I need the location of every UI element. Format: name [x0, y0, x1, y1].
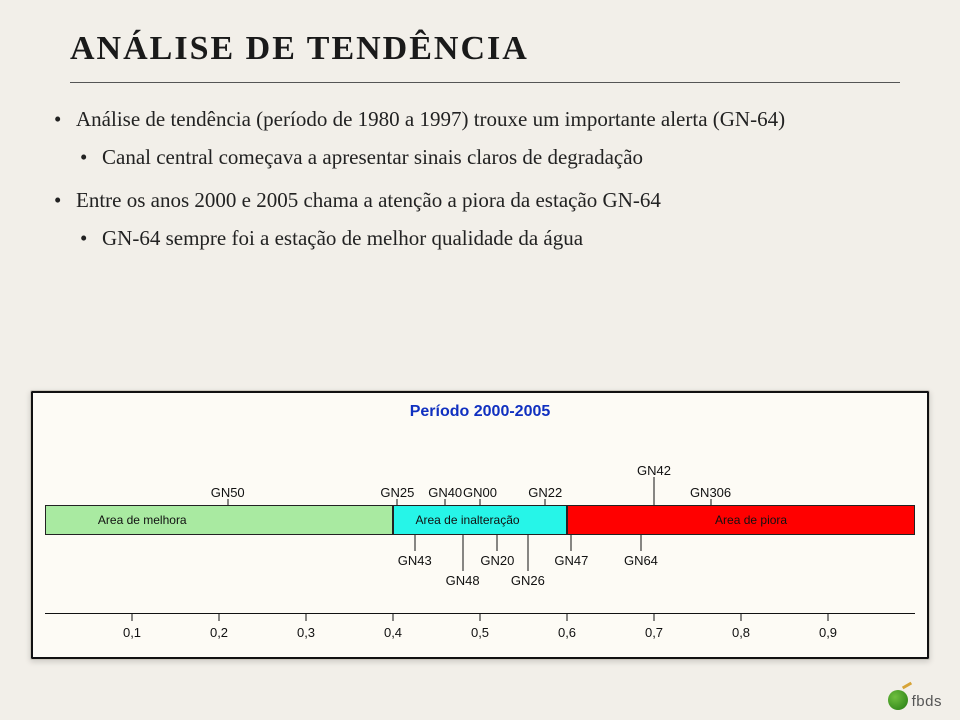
band-row: Area de melhora Area de inalteração Area d…	[45, 505, 915, 535]
bullet-list: Análise de tendência (período de 1980 a …	[50, 105, 920, 252]
station-bottom-label: GN43	[398, 553, 432, 568]
station-bottom-tick	[462, 535, 463, 571]
station-bottom-label: GN47	[554, 553, 588, 568]
axis-label: 0,9	[819, 625, 837, 640]
station-top-label: GN22	[528, 485, 562, 500]
axis-label: 0,3	[297, 625, 315, 640]
bullet-1-sub-1-text: Canal central começava a apresentar sina…	[102, 145, 643, 169]
axis-tick	[480, 613, 481, 621]
bullet-2-sub-1: GN-64 sempre foi a estação de melhor qua…	[76, 224, 920, 252]
band-segment: Area de inalteração	[393, 505, 567, 535]
axis-label: 0,1	[123, 625, 141, 640]
station-top-label: GN50	[211, 485, 245, 500]
slide: ANÁLISE DE TENDÊNCIA Análise de tendênci…	[0, 0, 960, 720]
axis-tick	[219, 613, 220, 621]
axis-label: 0,8	[732, 625, 750, 640]
station-bottom-label: GN48	[446, 573, 480, 588]
station-top-tick	[480, 499, 481, 505]
station-top-tick	[227, 499, 228, 505]
bullet-2-text: Entre os anos 2000 e 2005 chama a atençã…	[76, 188, 661, 212]
station-bottom-tick	[497, 535, 498, 551]
band-label: Area de inalteração	[416, 513, 520, 527]
station-bottom-tick	[414, 535, 415, 551]
station-top-label: GN25	[380, 485, 414, 500]
band-label: Area de melhora	[98, 513, 187, 527]
station-bottom-label: GN64	[624, 553, 658, 568]
axis-tick	[132, 613, 133, 621]
title-rule	[70, 82, 900, 83]
axis-label: 0,5	[471, 625, 489, 640]
chart-frame: Período 2000-2005 Area de melhoraArea de…	[30, 390, 930, 660]
station-bottom-tick	[527, 535, 528, 571]
axis-tick	[306, 613, 307, 621]
chart-title: Período 2000-2005	[45, 403, 915, 421]
band-segment: Area de melhora	[45, 505, 393, 535]
axis-label: 0,6	[558, 625, 576, 640]
station-bottom-label: GN20	[480, 553, 514, 568]
station-bottom-tick	[640, 535, 641, 551]
footer-logo: fbds	[888, 690, 942, 710]
station-bottom-label: GN26	[511, 573, 545, 588]
bullet-1: Análise de tendência (período de 1980 a …	[50, 105, 920, 172]
bullet-2-sub-1-text: GN-64 sempre foi a estação de melhor qua…	[102, 226, 583, 250]
page-title: ANÁLISE DE TENDÊNCIA	[70, 30, 920, 68]
station-bottom-tick	[571, 535, 572, 551]
bullet-1-sub-1: Canal central começava a apresentar sina…	[76, 143, 920, 171]
station-top-label: GN42	[637, 463, 671, 478]
axis-tick	[654, 613, 655, 621]
station-top-tick	[654, 477, 655, 505]
axis-label: 0,2	[210, 625, 228, 640]
band-label: Area de piora	[715, 513, 787, 527]
bullet-2: Entre os anos 2000 e 2005 chama a atençã…	[50, 186, 920, 253]
station-top-label: GN40	[428, 485, 462, 500]
axis-tick	[828, 613, 829, 621]
station-top-tick	[397, 499, 398, 505]
axis-tick	[567, 613, 568, 621]
logo-text: fbds	[912, 693, 942, 710]
logo-icon	[888, 690, 908, 710]
bullet-1-sublist: Canal central começava a apresentar sina…	[76, 143, 920, 171]
band-segment: Area de piora	[567, 505, 915, 535]
station-top-tick	[545, 499, 546, 505]
axis-tick	[393, 613, 394, 621]
axis-label: 0,7	[645, 625, 663, 640]
title-block: ANÁLISE DE TENDÊNCIA	[70, 30, 920, 83]
station-top-label: GN00	[463, 485, 497, 500]
bullet-2-sublist: GN-64 sempre foi a estação de melhor qua…	[76, 224, 920, 252]
station-top-tick	[710, 499, 711, 505]
chart-area: Area de melhora Area de inalteração Area d…	[45, 423, 915, 643]
station-top-label: GN306	[690, 485, 731, 500]
axis-tick	[741, 613, 742, 621]
station-top-tick	[445, 499, 446, 505]
axis-label: 0,4	[384, 625, 402, 640]
bullet-1-text: Análise de tendência (período de 1980 a …	[76, 107, 785, 131]
